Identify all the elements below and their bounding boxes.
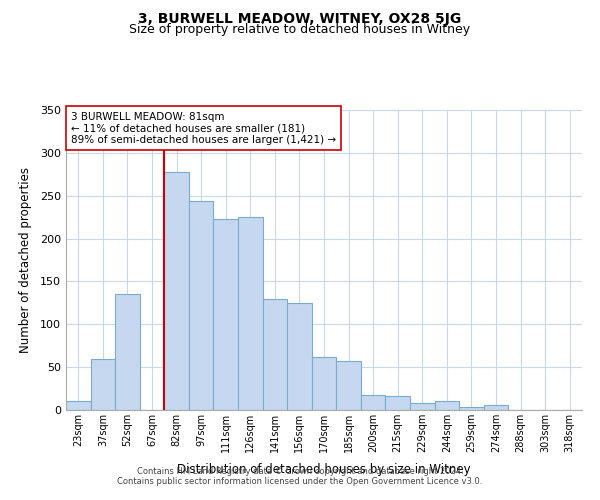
Bar — [214, 219, 238, 410]
Bar — [361, 394, 385, 410]
Bar — [287, 303, 312, 410]
Y-axis label: Number of detached properties: Number of detached properties — [19, 167, 32, 353]
Bar — [189, 201, 214, 410]
Text: Contains public sector information licensed under the Open Government Licence v3: Contains public sector information licen… — [118, 477, 482, 486]
Bar — [484, 405, 508, 410]
Bar — [164, 172, 189, 410]
Bar — [263, 298, 287, 410]
Text: Contains HM Land Registry data © Crown copyright and database right 2024.: Contains HM Land Registry data © Crown c… — [137, 467, 463, 476]
Bar — [115, 294, 140, 410]
Bar — [312, 357, 336, 410]
X-axis label: Distribution of detached houses by size in Witney: Distribution of detached houses by size … — [177, 464, 471, 476]
Text: 3, BURWELL MEADOW, WITNEY, OX28 5JG: 3, BURWELL MEADOW, WITNEY, OX28 5JG — [139, 12, 461, 26]
Text: Size of property relative to detached houses in Witney: Size of property relative to detached ho… — [130, 24, 470, 36]
Bar — [410, 403, 434, 410]
Text: 3 BURWELL MEADOW: 81sqm
← 11% of detached houses are smaller (181)
89% of semi-d: 3 BURWELL MEADOW: 81sqm ← 11% of detache… — [71, 112, 336, 144]
Bar — [66, 402, 91, 410]
Bar — [91, 358, 115, 410]
Bar — [238, 217, 263, 410]
Bar — [459, 406, 484, 410]
Bar — [434, 402, 459, 410]
Bar — [385, 396, 410, 410]
Bar — [336, 361, 361, 410]
